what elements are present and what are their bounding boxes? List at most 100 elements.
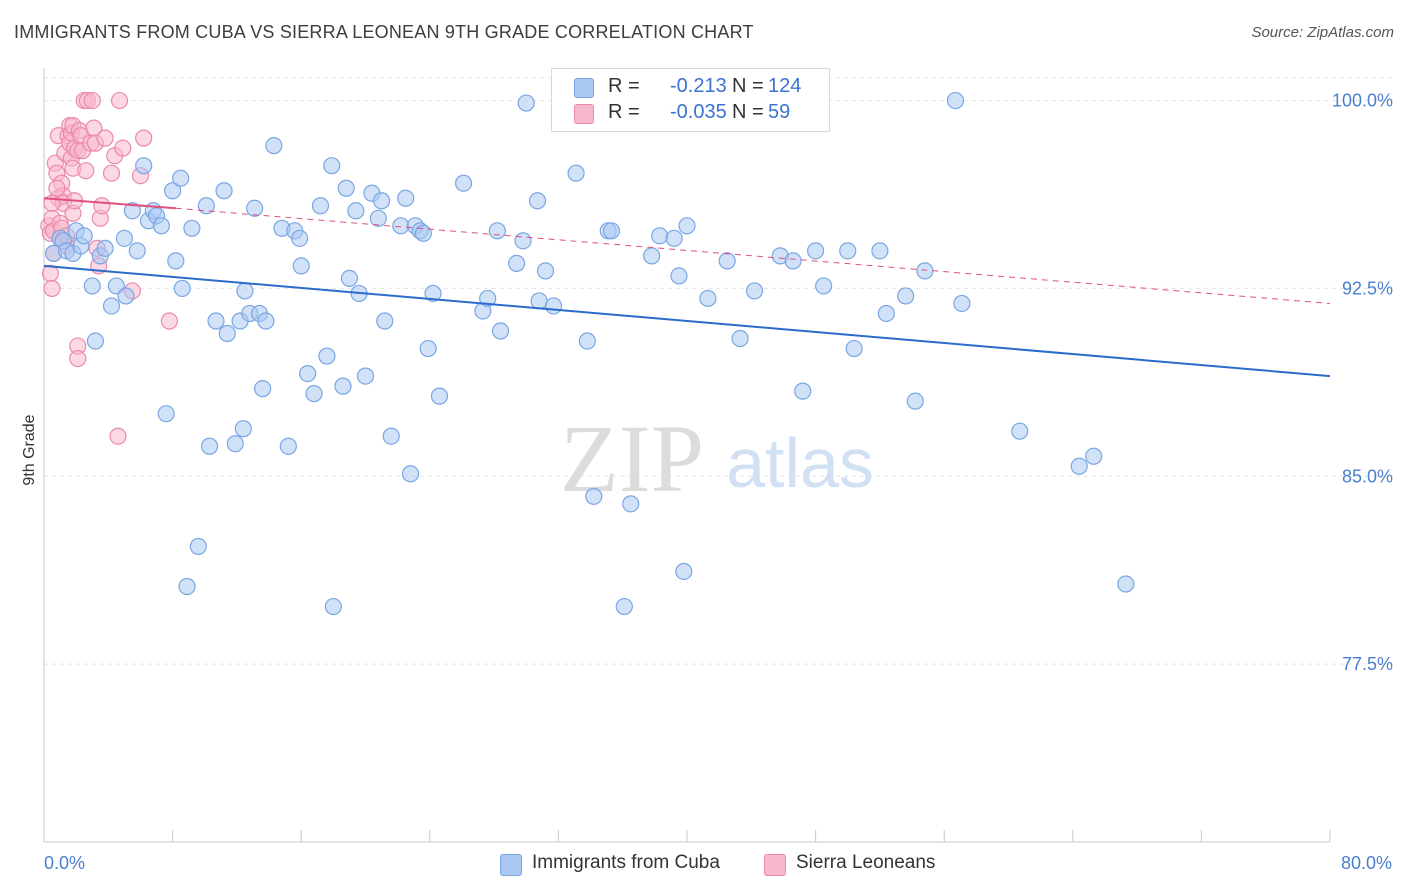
data-point-cuba xyxy=(123,202,142,220)
data-point-cuba xyxy=(96,239,114,257)
y-tick-label: 85.0% xyxy=(1342,466,1393,486)
data-point-cuba xyxy=(382,427,400,445)
data-point-cuba xyxy=(508,254,526,272)
data-point-cuba xyxy=(292,257,310,275)
data-point-cuba xyxy=(871,242,889,260)
data-point-cuba xyxy=(207,312,225,330)
data-point-cuba xyxy=(75,227,93,245)
data-point-cuba xyxy=(651,227,669,245)
series-legend: Immigrants from Cuba Sierra Leoneans xyxy=(0,852,1406,878)
series-sierra-leoneans xyxy=(40,91,178,445)
data-point-cuba xyxy=(784,252,802,270)
data-point-cuba xyxy=(953,294,971,313)
data-point-cuba xyxy=(392,217,410,235)
data-point-cuba xyxy=(670,267,688,285)
sierra-leoneans-swatch xyxy=(574,104,594,124)
data-point-cuba xyxy=(265,137,283,155)
data-point-cuba xyxy=(234,420,252,438)
data-point-sierra-leoneans xyxy=(102,164,121,182)
watermark-zip: ZIP xyxy=(560,405,704,512)
data-point-cuba xyxy=(305,385,323,403)
trend-lines xyxy=(43,197,1331,378)
data-point-cuba xyxy=(173,279,191,298)
data-point-cuba xyxy=(578,332,596,350)
data-point-cuba xyxy=(845,339,863,358)
data-point-cuba xyxy=(1085,447,1103,465)
data-point-sierra-leoneans xyxy=(109,427,127,445)
data-point-sierra-leoneans xyxy=(96,129,114,147)
data-point-cuba xyxy=(167,252,185,270)
data-point-cuba xyxy=(279,437,297,455)
data-point-sierra-leoneans xyxy=(83,91,101,110)
data-point-cuba xyxy=(183,219,201,237)
data-point-sierra-leoneans xyxy=(69,349,87,368)
data-point-sierra-leoneans xyxy=(114,139,132,157)
data-point-cuba xyxy=(189,537,207,556)
data-point-cuba xyxy=(419,339,437,358)
data-point-cuba xyxy=(424,284,442,303)
axes xyxy=(43,68,1331,843)
data-point-cuba xyxy=(369,209,387,227)
data-point-cuba xyxy=(414,224,432,242)
data-point-cuba xyxy=(157,405,175,423)
data-point-cuba xyxy=(615,597,633,616)
data-point-cuba xyxy=(731,329,749,348)
r-label: R = xyxy=(608,101,640,123)
data-point-cuba xyxy=(585,487,603,505)
data-point-cuba xyxy=(102,297,121,315)
data-point-cuba xyxy=(178,577,196,596)
data-point-cuba xyxy=(643,247,661,265)
data-point-cuba xyxy=(311,197,330,215)
data-point-cuba xyxy=(117,287,135,305)
data-point-cuba xyxy=(602,222,621,240)
data-point-cuba xyxy=(536,262,555,280)
data-point-cuba xyxy=(530,292,548,310)
data-point-cuba xyxy=(622,495,640,513)
data-point-cuba xyxy=(544,297,563,315)
data-point-cuba xyxy=(236,282,254,300)
data-point-cuba xyxy=(567,164,585,182)
data-point-cuba xyxy=(290,229,309,247)
data-point-cuba xyxy=(334,377,352,395)
grid-lines xyxy=(44,77,1392,665)
cuba-swatch xyxy=(574,78,594,98)
data-point-cuba xyxy=(197,197,215,215)
data-point-cuba xyxy=(1117,575,1135,593)
data-point-cuba xyxy=(337,179,355,197)
sierra-leoneans-swatch xyxy=(764,854,786,876)
data-point-sierra-leoneans xyxy=(93,197,111,215)
data-point-cuba xyxy=(218,324,236,343)
data-point-cuba xyxy=(916,262,934,280)
n-value: 124 xyxy=(768,75,802,97)
data-point-cuba xyxy=(152,217,170,235)
data-point-cuba xyxy=(226,435,244,453)
data-point-cuba xyxy=(718,252,736,270)
data-point-sierra-leoneans xyxy=(43,279,61,298)
n-value: 59 xyxy=(768,101,791,123)
data-point-cuba xyxy=(115,229,133,247)
data-point-cuba xyxy=(479,289,497,308)
data-point-cuba xyxy=(897,287,915,305)
tick-labels: 100.0% 92.5% 85.0% 77.5% 0.0% 80.0% xyxy=(44,91,1393,873)
n-label: N = xyxy=(732,101,764,123)
data-point-cuba xyxy=(245,199,264,217)
watermark: ZIP atlas xyxy=(560,405,874,512)
data-point-cuba xyxy=(86,332,105,350)
data-point-cuba xyxy=(135,157,153,175)
data-point-cuba xyxy=(675,562,693,581)
data-point-cuba xyxy=(347,202,365,220)
data-point-sierra-leoneans xyxy=(77,162,95,180)
data-point-cuba xyxy=(745,282,764,300)
r-label: R = xyxy=(608,75,640,97)
data-point-cuba xyxy=(794,382,812,400)
data-point-cuba xyxy=(528,192,547,210)
data-point-cuba xyxy=(172,169,190,187)
watermark-atlas: atlas xyxy=(726,424,874,502)
data-point-cuba xyxy=(514,232,532,250)
data-point-cuba xyxy=(215,182,233,200)
series-immigrants-from-cuba xyxy=(45,91,1135,616)
data-point-cuba xyxy=(200,437,219,455)
data-point-cuba xyxy=(454,174,473,192)
data-point-cuba xyxy=(1070,457,1088,475)
data-point-cuba xyxy=(254,380,272,398)
